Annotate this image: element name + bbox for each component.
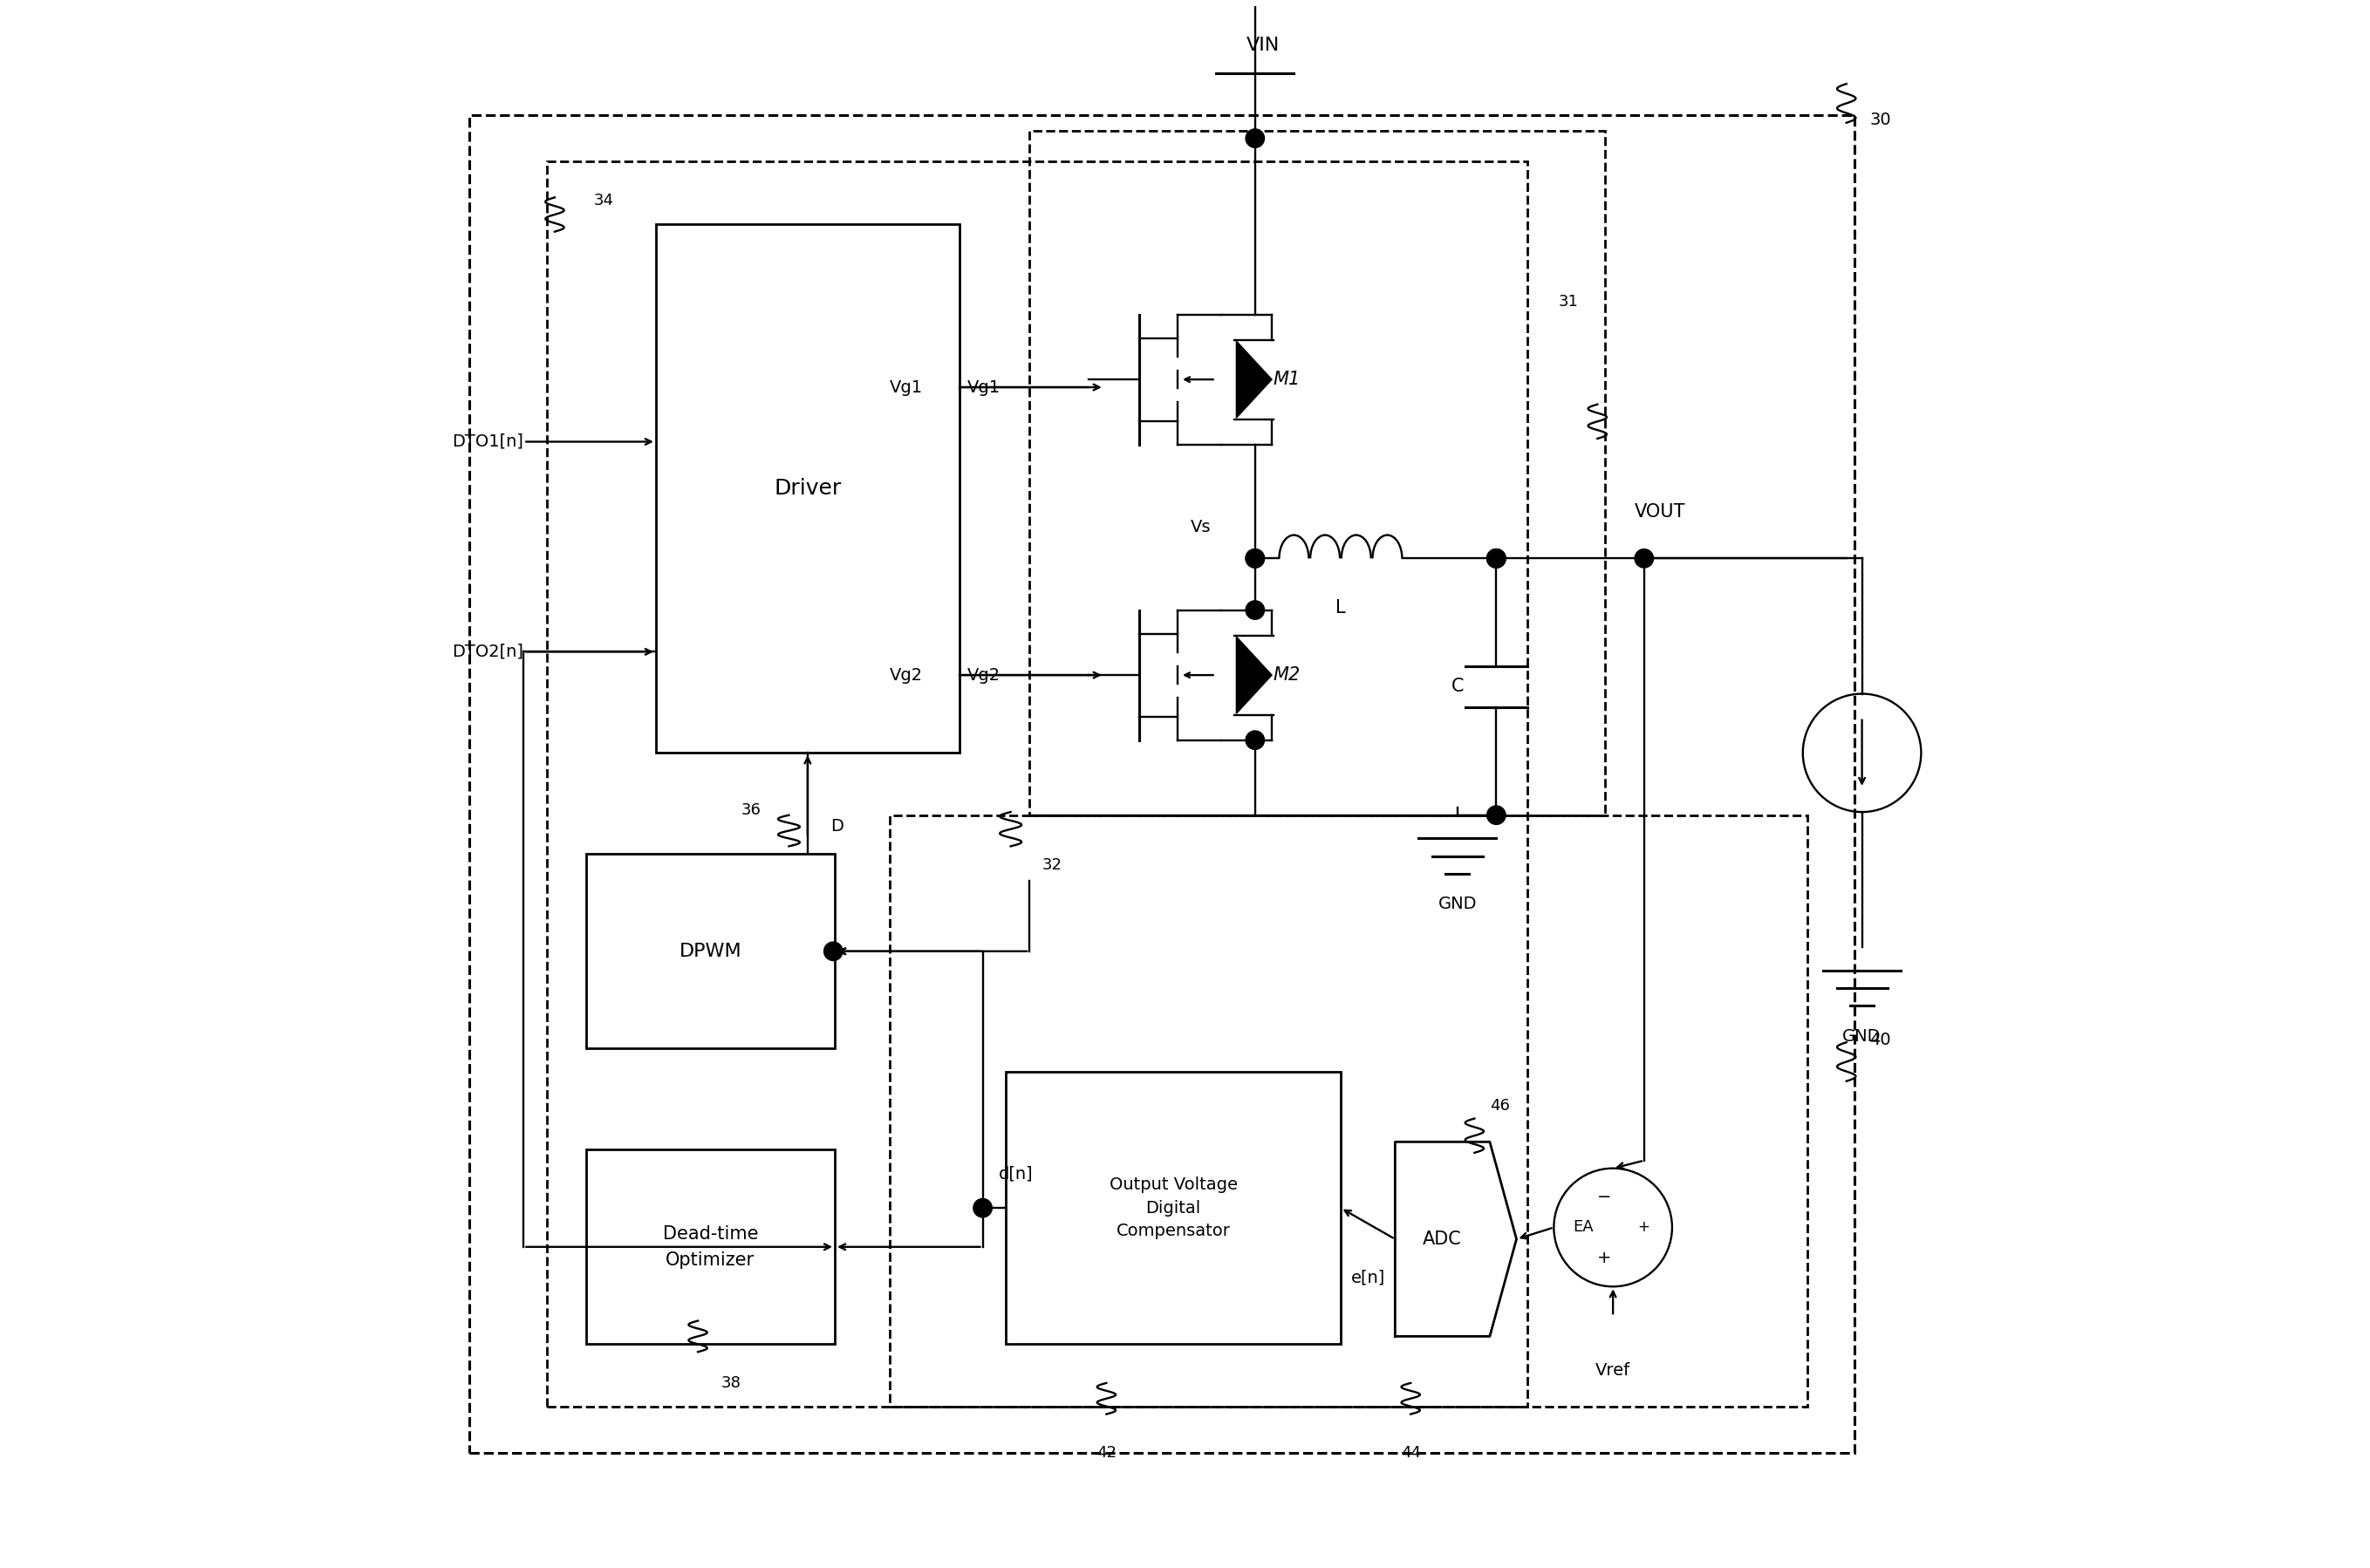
Text: +: + (1597, 1250, 1612, 1267)
Circle shape (1486, 549, 1505, 568)
Text: 31: 31 (1559, 293, 1578, 309)
Text: Vg1: Vg1 (967, 379, 1000, 395)
Circle shape (1486, 549, 1505, 568)
Text: e[n]: e[n] (1351, 1270, 1384, 1286)
Text: C: C (1450, 677, 1465, 696)
Text: 44: 44 (1401, 1446, 1420, 1461)
Text: 34: 34 (592, 193, 614, 209)
Text: −: − (1597, 1189, 1612, 1204)
Text: VOUT: VOUT (1635, 503, 1685, 521)
Circle shape (1247, 549, 1263, 568)
Text: Vg1: Vg1 (889, 379, 922, 395)
Circle shape (1635, 549, 1654, 568)
Text: 40: 40 (1870, 1032, 1891, 1047)
Bar (547, 162, 1526, 1406)
Polygon shape (1237, 637, 1273, 713)
Bar (585, 1149, 834, 1344)
Text: DTO2[n]: DTO2[n] (453, 643, 524, 660)
Text: 30: 30 (1870, 111, 1891, 129)
Circle shape (825, 942, 844, 961)
Text: 46: 46 (1491, 1098, 1510, 1113)
Bar (1005, 1073, 1341, 1344)
Text: Vs: Vs (1192, 519, 1211, 536)
Text: Vg2: Vg2 (889, 666, 922, 684)
Circle shape (1247, 601, 1263, 619)
Text: Driver: Driver (775, 478, 841, 499)
Text: D: D (832, 818, 844, 834)
Polygon shape (1237, 340, 1273, 419)
Text: +: + (1638, 1220, 1650, 1236)
Text: Dead-time
Optimizer: Dead-time Optimizer (664, 1225, 758, 1269)
Bar (1029, 130, 1604, 815)
Text: DTO1[n]: DTO1[n] (453, 433, 524, 450)
Text: d[n]: d[n] (998, 1165, 1033, 1182)
Bar (889, 815, 1808, 1406)
Text: VIN: VIN (1247, 36, 1280, 53)
Circle shape (974, 1198, 993, 1217)
Circle shape (1247, 731, 1263, 750)
Circle shape (1486, 806, 1505, 825)
Text: M1: M1 (1273, 370, 1301, 389)
Text: 42: 42 (1097, 1446, 1116, 1461)
Text: EA: EA (1574, 1220, 1593, 1236)
Circle shape (1247, 129, 1263, 147)
Text: 38: 38 (720, 1375, 742, 1391)
Text: L: L (1337, 599, 1346, 616)
Polygon shape (1396, 1142, 1517, 1336)
Bar (656, 224, 960, 753)
Text: 32: 32 (1043, 858, 1062, 873)
Text: Output Voltage
Digital
Compensator: Output Voltage Digital Compensator (1109, 1176, 1237, 1239)
Text: Vg2: Vg2 (967, 666, 1000, 684)
Text: GND: GND (1439, 895, 1477, 913)
Text: GND: GND (1841, 1027, 1882, 1044)
Text: DPWM: DPWM (680, 942, 742, 960)
Text: Vref: Vref (1595, 1363, 1631, 1378)
Circle shape (1247, 549, 1263, 568)
Text: M2: M2 (1273, 666, 1301, 684)
Text: 36: 36 (742, 803, 761, 818)
Bar (585, 855, 834, 1049)
Circle shape (1486, 549, 1505, 568)
Bar (469, 114, 1853, 1454)
Text: ADC: ADC (1422, 1231, 1462, 1248)
